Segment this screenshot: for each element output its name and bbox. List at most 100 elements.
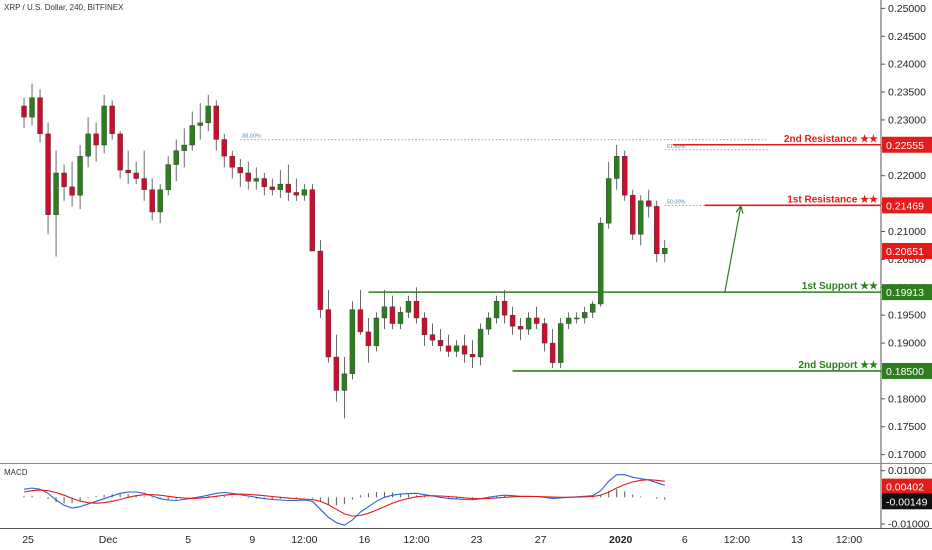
price-tick-label: 0.21000 [888, 226, 926, 238]
candle-body[interactable] [29, 97, 35, 118]
candle-body[interactable] [341, 373, 348, 391]
price-axis[interactable]: 0.25000 0.24500 0.24000 0.23500 0.23000 0.225… [881, 3, 932, 461]
candle-body[interactable] [333, 356, 340, 391]
macd-pane[interactable] [23, 474, 666, 526]
level-label: 1st Support ★★ [802, 281, 878, 292]
candle-body[interactable] [205, 105, 211, 123]
macd-tick-label: 0.01000 [888, 465, 926, 477]
candle-body[interactable] [646, 200, 652, 207]
candle-body[interactable] [630, 195, 636, 235]
price-tick-label: 0.18000 [888, 393, 926, 405]
candle-body[interactable] [213, 105, 219, 140]
current-price-tag [882, 242, 932, 259]
candle-body[interactable] [181, 144, 187, 151]
candle-body[interactable] [469, 354, 476, 358]
candle-body[interactable] [309, 189, 316, 252]
candle-body[interactable] [509, 314, 516, 327]
candle-body[interactable] [557, 323, 564, 363]
price-tick-label: 0.25000 [888, 3, 926, 15]
candle-body[interactable] [293, 192, 300, 196]
candle-body[interactable] [429, 334, 436, 341]
candle-body[interactable] [285, 183, 292, 193]
candle-body[interactable] [301, 189, 308, 196]
candle-body[interactable] [405, 301, 412, 313]
candle-body[interactable] [325, 309, 332, 358]
candle-body[interactable] [133, 172, 139, 179]
candle-body[interactable] [573, 317, 580, 320]
candle-body[interactable] [269, 186, 275, 190]
candle-body[interactable] [501, 301, 508, 316]
candle-body[interactable] [277, 183, 284, 190]
candle-body[interactable] [349, 309, 356, 374]
candle-body[interactable] [125, 169, 131, 174]
candle-body[interactable] [37, 97, 43, 135]
candle-body[interactable] [85, 133, 91, 157]
time-tick-label: 12:00 [403, 534, 429, 546]
candle-body[interactable] [445, 345, 452, 352]
candle-body[interactable] [662, 248, 668, 255]
candle-body[interactable] [117, 133, 123, 171]
candle-body[interactable] [45, 133, 51, 215]
candle-body[interactable] [606, 178, 612, 224]
candle-body[interactable] [149, 189, 155, 213]
candle-body[interactable] [549, 342, 556, 363]
candle-body[interactable] [189, 125, 195, 146]
candle-body[interactable] [141, 178, 147, 190]
candle-body[interactable] [461, 345, 468, 355]
candle-body[interactable] [93, 133, 99, 146]
candle-body[interactable] [381, 306, 388, 319]
time-axis[interactable]: 25 Dec 5 9 12:00 16 12:00 23 27 2020 6 12:00 13 12:00 [0, 528, 932, 547]
candle-body[interactable] [654, 206, 660, 255]
candle-body[interactable] [373, 317, 380, 347]
candle-body[interactable] [638, 200, 644, 235]
candle-body[interactable] [453, 345, 460, 352]
candle-body[interactable] [477, 328, 484, 358]
candle-body[interactable] [365, 331, 372, 347]
candle-body[interactable] [397, 312, 404, 324]
candle-body[interactable] [21, 105, 27, 118]
candle-body[interactable] [525, 317, 532, 330]
candle-body[interactable] [389, 306, 396, 324]
candle-body[interactable] [61, 172, 67, 188]
candle-body[interactable] [413, 301, 420, 319]
candle-body[interactable] [237, 167, 243, 174]
candle-body[interactable] [421, 317, 428, 335]
candle-body[interactable] [229, 155, 235, 168]
candle-body[interactable] [197, 122, 203, 126]
candle-body[interactable] [541, 323, 548, 344]
candle-body[interactable] [157, 189, 163, 213]
price-tick-label: 0.17500 [888, 421, 926, 433]
candle-body[interactable] [69, 186, 75, 196]
candle-body[interactable] [173, 150, 179, 165]
candle-body[interactable] [589, 303, 596, 313]
candle-body[interactable] [533, 317, 540, 324]
candle-body[interactable] [565, 317, 572, 324]
candle-body[interactable] [77, 155, 83, 196]
price-pane[interactable]: 88.00% 61.80% 50.00% 2nd Resistance ★★ 1st R… [0, 0, 932, 528]
candle-body[interactable] [253, 178, 259, 182]
candle-body[interactable] [581, 312, 588, 319]
candle-body[interactable] [221, 139, 227, 157]
candle-body[interactable] [493, 301, 500, 319]
candle-body[interactable] [109, 105, 115, 135]
time-tick-label: 25 [22, 534, 34, 546]
price-tick-label: 0.22000 [888, 170, 926, 182]
candle-body[interactable] [614, 155, 620, 179]
candle-body[interactable] [485, 317, 492, 330]
candle-body[interactable] [53, 172, 59, 215]
candle-body[interactable] [165, 164, 171, 190]
projection-arrow-head [735, 204, 744, 214]
candle-body[interactable] [437, 340, 444, 347]
level-price-tag [882, 197, 932, 214]
candle-body[interactable] [101, 105, 107, 146]
macd-value-tag [882, 478, 932, 495]
candle-body[interactable] [517, 326, 524, 330]
candle-body[interactable] [622, 155, 628, 196]
candle-body[interactable] [597, 222, 604, 305]
candle-body[interactable] [245, 172, 251, 182]
price-tick-label: 0.19000 [888, 338, 926, 350]
candle-body[interactable] [317, 250, 324, 310]
candle-body[interactable] [261, 178, 267, 188]
candle-body[interactable] [357, 309, 364, 333]
